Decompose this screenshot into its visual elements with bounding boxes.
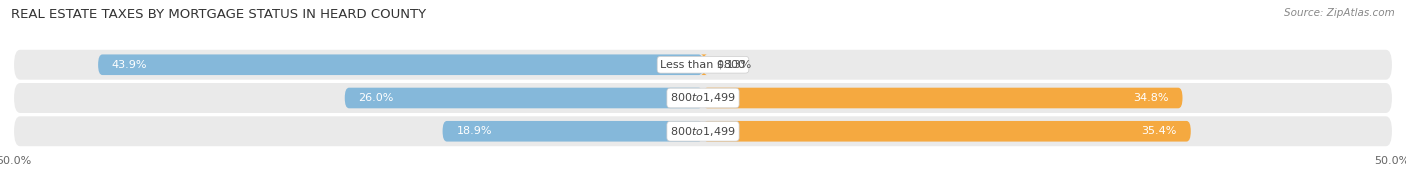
Text: 43.9%: 43.9%: [112, 60, 148, 70]
Text: $800 to $1,499: $800 to $1,499: [671, 92, 735, 104]
Text: $800 to $1,499: $800 to $1,499: [671, 125, 735, 138]
FancyBboxPatch shape: [14, 50, 1392, 80]
FancyBboxPatch shape: [700, 54, 707, 75]
FancyBboxPatch shape: [344, 88, 703, 108]
FancyBboxPatch shape: [443, 121, 703, 142]
Text: 18.9%: 18.9%: [457, 126, 492, 136]
FancyBboxPatch shape: [98, 54, 703, 75]
Text: 0.13%: 0.13%: [716, 60, 751, 70]
Text: Less than $800: Less than $800: [661, 60, 745, 70]
FancyBboxPatch shape: [14, 116, 1392, 146]
Text: 26.0%: 26.0%: [359, 93, 394, 103]
FancyBboxPatch shape: [703, 121, 1191, 142]
Text: 35.4%: 35.4%: [1142, 126, 1177, 136]
Text: Source: ZipAtlas.com: Source: ZipAtlas.com: [1284, 8, 1395, 18]
FancyBboxPatch shape: [14, 83, 1392, 113]
FancyBboxPatch shape: [703, 88, 1182, 108]
Text: 34.8%: 34.8%: [1133, 93, 1168, 103]
Text: REAL ESTATE TAXES BY MORTGAGE STATUS IN HEARD COUNTY: REAL ESTATE TAXES BY MORTGAGE STATUS IN …: [11, 8, 426, 21]
